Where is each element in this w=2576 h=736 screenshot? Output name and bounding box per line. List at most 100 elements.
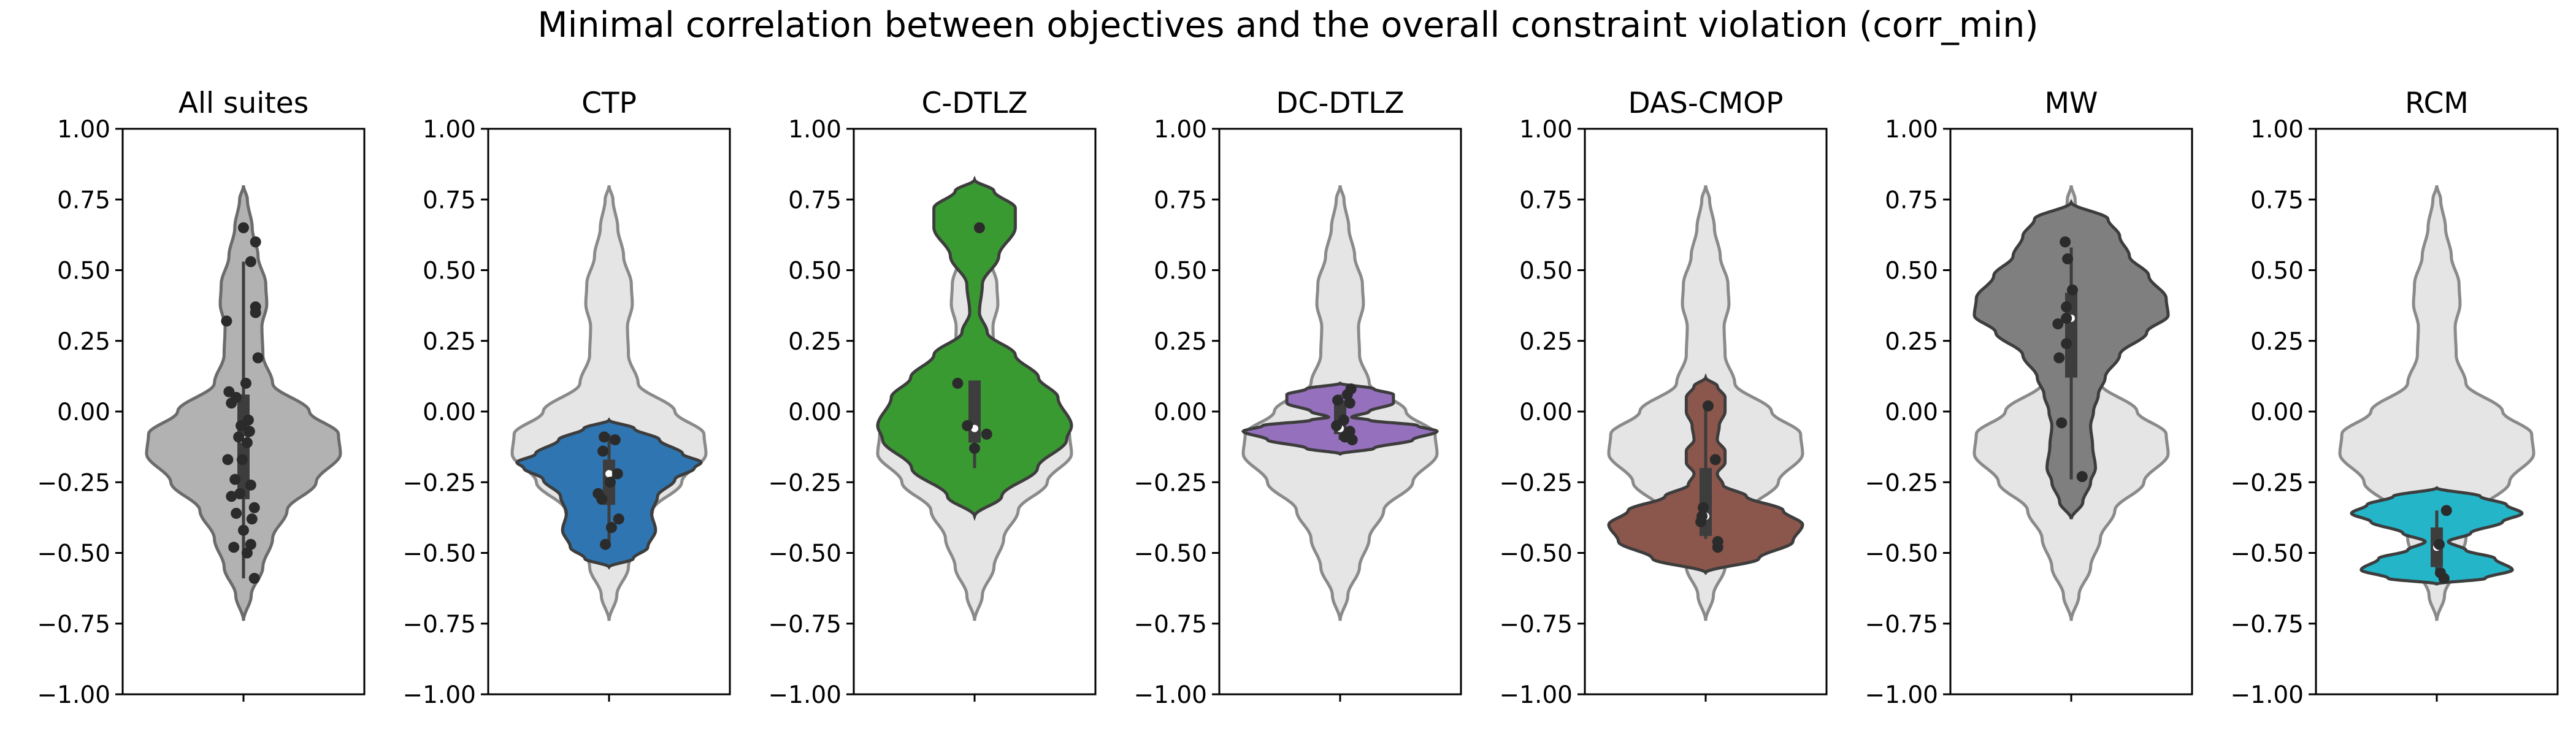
data-point [2062, 253, 2074, 265]
y-tick-label: 0.50 [423, 258, 476, 285]
data-point [2056, 417, 2068, 429]
y-tick-label: 0.25 [423, 328, 476, 356]
y-tick-label: −0.25 [1865, 469, 1938, 497]
y-tick-label: −0.25 [1499, 469, 1573, 497]
panel-title: C-DTLZ [921, 86, 1027, 120]
data-point [609, 434, 621, 446]
y-tick-label: −0.75 [402, 611, 476, 638]
data-point [2052, 318, 2064, 330]
y-tick-label: −0.75 [1865, 611, 1938, 638]
data-point [1331, 420, 1343, 432]
data-point [245, 479, 256, 491]
y-tick-label: −0.50 [768, 540, 841, 568]
data-point [596, 493, 608, 505]
y-tick-label: 0.00 [1154, 399, 1207, 426]
data-point [240, 377, 251, 389]
y-tick-label: 0.75 [788, 186, 841, 214]
y-tick-label: 0.50 [788, 258, 841, 285]
data-point [252, 352, 264, 364]
data-point [248, 502, 260, 513]
data-point [2076, 471, 2088, 483]
panel-mw: MW 1.00 0.75 0.50 0.25 0.00 −0.25 −0.50 −0.75 −1.… [1865, 86, 2193, 709]
y-tick-label: 1.00 [1885, 116, 1938, 144]
y-tick-label: 0.00 [1519, 399, 1573, 426]
y-tick-label: 0.25 [57, 328, 110, 356]
data-point [2066, 284, 2078, 296]
data-point [221, 315, 232, 327]
y-tick-label: 0.50 [1154, 258, 1207, 285]
data-point [2433, 539, 2445, 550]
y-tick-label: 0.50 [1519, 258, 1573, 285]
y-tick-label: 0.00 [2250, 399, 2304, 426]
data-point [2061, 338, 2072, 350]
y-tick-label: 1.00 [2250, 116, 2304, 144]
y-tick-label: −0.50 [2230, 540, 2304, 568]
y-tick-label: 0.00 [788, 399, 841, 426]
data-point [1698, 502, 1709, 513]
y-tick-label: −0.25 [768, 469, 841, 497]
data-point [250, 307, 261, 318]
data-point [250, 236, 261, 248]
data-point [241, 547, 253, 559]
y-tick-label: 0.25 [1154, 328, 1207, 356]
data-point [1346, 434, 1358, 446]
data-point [228, 542, 240, 553]
background-violin [2338, 185, 2536, 621]
panel-rcm: RCM 1.00 0.75 0.50 0.25 0.00 −0.25 −0.50 −0.75 −1… [2230, 86, 2559, 709]
data-point [1341, 389, 1353, 401]
y-tick-label: −0.25 [402, 469, 476, 497]
panel-all-suites: All suites 1.00 0.75 0.50 0.25 0.00 −0.25 −0.50… [37, 86, 366, 709]
data-point [2061, 301, 2072, 313]
y-tick-label: −0.50 [37, 540, 110, 568]
y-tick-label: −0.75 [1499, 611, 1573, 638]
data-point [2440, 505, 2452, 516]
data-point [1702, 400, 1714, 412]
y-tick-label: 0.75 [57, 186, 110, 214]
median-marker [605, 470, 613, 478]
y-tick-label: −0.25 [1133, 469, 1207, 497]
data-point [229, 473, 241, 485]
y-tick-label: −1.00 [37, 681, 110, 709]
panel-title: RCM [2405, 86, 2469, 120]
y-tick-label: −0.25 [37, 469, 110, 497]
data-point [981, 428, 992, 440]
figure-title: Minimal correlation between objectives a… [537, 5, 2039, 45]
data-point [962, 420, 973, 432]
y-tick-label: −1.00 [1133, 681, 1207, 709]
data-point [604, 477, 616, 488]
y-tick-label: 1.00 [1519, 116, 1573, 144]
data-point [599, 431, 610, 443]
data-point [238, 524, 249, 536]
y-tick-label: 1.00 [788, 116, 841, 144]
y-tick-label: −1.00 [1499, 681, 1573, 709]
y-tick-label: −0.75 [37, 611, 110, 638]
data-point [1709, 454, 1721, 466]
data-point [246, 513, 258, 525]
data-point [245, 539, 256, 550]
y-tick-label: −1.00 [2230, 681, 2304, 709]
y-tick-label: 0.75 [1885, 186, 1938, 214]
y-tick-label: 0.25 [1885, 328, 1938, 356]
panel-dc-dtlz: DC-DTLZ 1.00 0.75 0.50 0.25 0.00 −0.25 −0.50 −0.… [1133, 86, 1462, 709]
data-point [245, 256, 256, 267]
y-tick-label: −0.50 [1133, 540, 1207, 568]
y-tick-label: 0.50 [1885, 258, 1938, 285]
y-tick-label: 1.00 [1154, 116, 1207, 144]
y-tick-label: 0.00 [423, 399, 476, 426]
data-point [241, 437, 253, 448]
panel-das-cmop: DAS-CMOP 1.00 0.75 0.50 0.25 0.00 −0.25 −0.50 −0… [1499, 86, 1828, 709]
data-point [1712, 542, 1723, 553]
panel-c-dtlz: C-DTLZ 1.00 0.75 0.50 0.25 0.00 −0.25 −0.50 −0.7… [768, 86, 1097, 709]
data-point [2060, 236, 2071, 248]
data-point [231, 507, 242, 519]
panel-title: CTP [581, 86, 637, 120]
data-point [1344, 397, 1355, 409]
y-tick-label: 0.25 [788, 328, 841, 356]
data-point [2438, 572, 2450, 584]
y-tick-label: −1.00 [768, 681, 841, 709]
y-tick-label: −0.75 [1133, 611, 1207, 638]
data-point [605, 522, 617, 534]
data-point [2053, 352, 2065, 364]
y-tick-label: 1.00 [423, 116, 476, 144]
